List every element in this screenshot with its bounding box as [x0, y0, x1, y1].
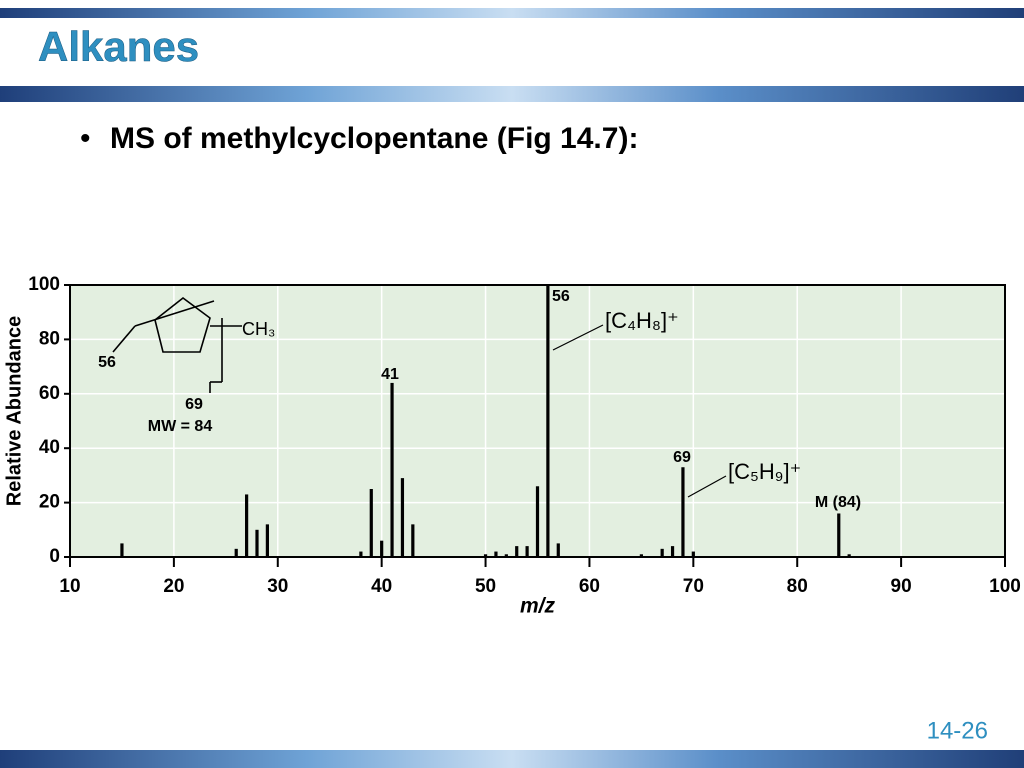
annotation: [C₄H₈]⁺: [605, 308, 679, 333]
y-tick-label: 80: [39, 328, 60, 349]
structure: [112, 296, 242, 393]
x-tick-label: 80: [787, 576, 808, 597]
peak: [265, 524, 269, 557]
peak: [494, 551, 498, 557]
x-tick-label: 20: [163, 576, 184, 597]
peak: [691, 551, 695, 557]
top-band: [0, 8, 1024, 18]
x-tick-label: 90: [891, 576, 912, 597]
overlay: 56 41 69 M (84) [C₄H₈]⁺ [C₅H₉]⁺ CH₃ 56 69 MW = 84: [69, 284, 1006, 558]
x-tick-label: 50: [475, 576, 496, 597]
peak: [660, 548, 664, 557]
y-tick-label: 0: [49, 546, 60, 567]
peak: [556, 543, 560, 557]
slide-number: 14-26: [927, 717, 988, 744]
peak: [847, 554, 851, 557]
peak: [369, 489, 373, 557]
plot-frame: [69, 284, 1006, 558]
peak: [400, 478, 405, 557]
leader-line: [552, 324, 604, 351]
peak: [504, 554, 508, 557]
annotation: M (84): [815, 494, 861, 511]
peak: [120, 543, 124, 557]
peak: [255, 529, 259, 557]
peak: [245, 494, 249, 557]
peak: [535, 486, 540, 557]
peak: [380, 540, 384, 557]
annotation: 69: [673, 449, 691, 466]
x-tick-label: 10: [59, 576, 80, 597]
bullet-text: MS of methylcyclopentane (Fig 14.7):: [110, 122, 638, 155]
structure-label: 56: [98, 354, 116, 371]
peak: [483, 554, 488, 557]
peak: [525, 546, 529, 557]
structure-label: 69: [185, 396, 203, 413]
annotation: 41: [381, 366, 399, 383]
x-tick-label: 60: [579, 576, 600, 597]
x-tick-label: 40: [371, 576, 392, 597]
peak: [681, 467, 685, 557]
peak: [837, 513, 841, 557]
bullet-dot: •: [80, 122, 91, 155]
peak: [546, 285, 550, 557]
x-tick-label: 100: [989, 576, 1021, 597]
structure-label: MW = 84: [148, 418, 213, 435]
leader-line: [687, 475, 727, 498]
y-tick-label: 20: [39, 492, 60, 513]
peak: [390, 382, 394, 557]
peak: [515, 546, 519, 557]
slide-title: Alkanes: [38, 23, 199, 70]
y-tick-label: 100: [28, 274, 60, 295]
y-tick-label: 40: [39, 437, 60, 458]
peak: [670, 546, 675, 557]
y-axis-label: Relative Abundance: [3, 316, 25, 506]
header-band: [0, 86, 1024, 102]
y-tick-label: 60: [39, 383, 60, 404]
x-tick-label: 70: [683, 576, 704, 597]
structure-label: CH₃: [242, 319, 275, 339]
x-axis-label: m/z: [520, 595, 556, 618]
peak: [234, 548, 238, 557]
x-tick-label: 30: [267, 576, 288, 597]
bottom-band: [0, 750, 1024, 768]
peak: [639, 554, 643, 557]
annotation: [C₅H₉]⁺: [728, 459, 801, 484]
annotation: 56: [552, 288, 570, 305]
peak: [359, 551, 363, 557]
peak: [411, 524, 415, 557]
